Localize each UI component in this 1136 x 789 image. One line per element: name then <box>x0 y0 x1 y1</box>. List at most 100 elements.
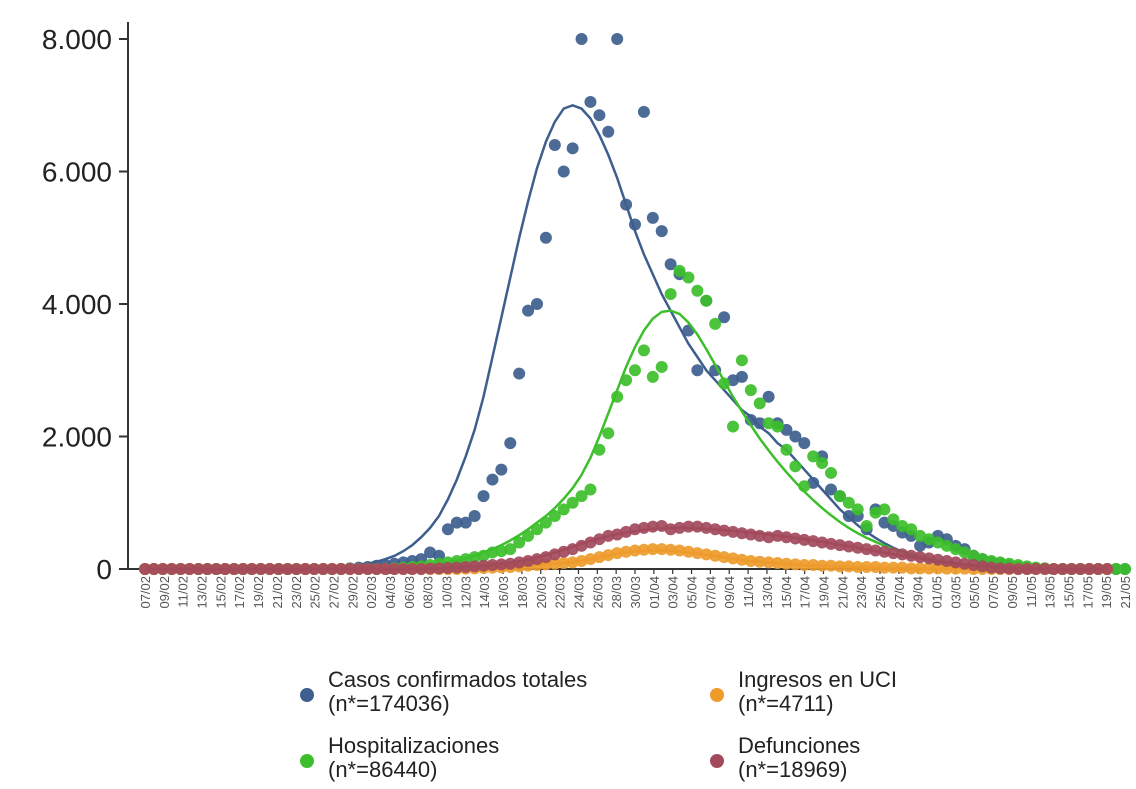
hospitalizaciones-point <box>655 360 668 373</box>
x-tick-label: 19/05 <box>1099 576 1114 609</box>
hospitalizaciones-point <box>878 503 891 516</box>
y-tick-label: 8.000 <box>42 24 112 55</box>
x-tick-label: 27/04 <box>892 576 907 609</box>
x-tick-label: 25/04 <box>873 576 888 609</box>
x-tick-label: 29/02 <box>345 576 360 609</box>
hospitalizaciones-point <box>548 510 561 522</box>
x-tick-label: 12/03 <box>458 576 473 609</box>
x-tick-label: 15/02 <box>213 576 228 609</box>
hospitalizaciones-point <box>851 503 864 516</box>
legend-marker-casos <box>300 688 314 702</box>
casos-confirmados-totales-point <box>575 33 588 45</box>
casos-confirmados-totales-point <box>584 95 597 108</box>
casos-confirmados-totales-point <box>798 437 811 450</box>
casos-confirmados-totales-point <box>593 109 606 122</box>
casos-confirmados-totales-point <box>789 430 802 443</box>
casos-confirmados-totales-point <box>611 33 624 45</box>
legend-label-hospitalizaciones: Hospitalizaciones <box>328 733 500 758</box>
hospitalizaciones-point <box>584 483 597 496</box>
casos-confirmados-totales-trend-line <box>145 103 1099 571</box>
hospitalizaciones-point <box>664 288 677 301</box>
hospitalizaciones-point <box>905 523 918 536</box>
x-tick-label: 15/04 <box>779 576 794 609</box>
hospitalizaciones-point <box>682 271 695 284</box>
x-tick-label: 19/02 <box>251 576 266 609</box>
hospitalizaciones-point <box>735 354 748 367</box>
hospitalizaciones-point <box>833 490 846 503</box>
legend-marker-uci <box>710 688 724 702</box>
x-tick-label: 30/03 <box>628 576 643 609</box>
hospitalizaciones-point <box>575 490 588 503</box>
x-tick-label: 15/05 <box>1061 576 1076 609</box>
casos-confirmados-totales-point <box>655 225 668 238</box>
hospitalizaciones-point <box>504 543 517 556</box>
casos-confirmados-totales-point <box>548 139 561 151</box>
x-tick-label: 11/04 <box>741 576 756 608</box>
x-tick-label: 14/03 <box>477 576 492 609</box>
legend-marker-hospitalizaciones <box>300 754 314 768</box>
casos-confirmados-totales-point <box>486 473 499 486</box>
ingresos-en-uci-point <box>646 543 659 556</box>
casos-confirmados-totales-point <box>664 258 677 271</box>
legend-n-casos: (n*=174036) <box>328 691 450 716</box>
legend-n-defunciones: (n*=18969) <box>738 757 848 782</box>
casos-confirmados-totales-point <box>762 390 775 403</box>
casos-confirmados-totales-point <box>513 367 526 380</box>
casos-confirmados-totales-point <box>522 304 535 317</box>
x-tick-label: 13/02 <box>195 576 210 609</box>
hospitalizaciones-point <box>860 519 873 532</box>
casos-confirmados-totales-point <box>709 364 722 377</box>
x-tick-label: 07/04 <box>703 576 718 609</box>
x-tick-label: 29/04 <box>911 576 926 609</box>
casos-confirmados-totales-point <box>718 311 731 324</box>
casos-confirmados-totales-point <box>531 298 543 310</box>
x-tick-label: 13/05 <box>1043 576 1058 609</box>
x-tick-label: 01/05 <box>930 576 945 609</box>
x-tick-label: 06/03 <box>402 576 417 609</box>
hospitalizaciones-point <box>522 529 535 542</box>
y-tick-label: 4.000 <box>42 289 112 320</box>
hospitalizaciones-point <box>1110 563 1123 575</box>
x-tick-label: 17/04 <box>798 576 813 609</box>
legend-n-hospitalizaciones: (n*=86440) <box>328 757 438 782</box>
hospitalizaciones-point <box>691 284 704 297</box>
casos-confirmados-totales-point <box>539 231 552 244</box>
x-tick-label: 28/03 <box>609 576 624 609</box>
hospitalizaciones-point <box>629 364 641 377</box>
x-tick-label: 17/05 <box>1080 576 1095 609</box>
casos-confirmados-totales-point <box>441 523 454 536</box>
defunciones-trend-line <box>145 526 1108 571</box>
x-tick-label: 17/02 <box>232 576 247 609</box>
x-tick-label: 09/02 <box>157 576 172 609</box>
hospitalizaciones-point <box>887 513 900 526</box>
hospitalizaciones-point <box>825 466 837 479</box>
hospitalizaciones-point <box>780 443 793 456</box>
hospitalizaciones-point <box>709 317 722 330</box>
defunciones-point <box>664 523 677 536</box>
x-tick-label: 23/02 <box>289 576 304 609</box>
legend: Casos confirmados totales (n*=174036) In… <box>300 668 1000 788</box>
hospitalizaciones-point <box>700 294 713 307</box>
hospitalizaciones-point <box>646 370 659 383</box>
x-tick-label: 26/03 <box>590 576 605 609</box>
y-tick-label: 0 <box>96 554 112 585</box>
hospitalizaciones-point <box>513 536 526 549</box>
hospitalizaciones-point <box>1119 563 1131 575</box>
x-tick-label: 08/03 <box>421 576 436 609</box>
x-tick-label: 10/03 <box>440 576 455 609</box>
x-tick-label: 07/02 <box>138 576 153 609</box>
casos-confirmados-totales-point <box>646 211 659 224</box>
legend-item-casos: Casos confirmados totales (n*=174036) <box>300 668 587 716</box>
casos-confirmados-totales-point <box>691 364 704 377</box>
x-tick-label: 20/03 <box>534 576 549 609</box>
hospitalizaciones-point <box>566 496 579 509</box>
x-tick-label: 21/02 <box>270 576 285 609</box>
x-tick-label: 11/05 <box>1024 576 1039 608</box>
casos-confirmados-totales-point <box>459 516 472 529</box>
hospitalizaciones-point <box>753 397 766 410</box>
x-tick-label: 05/05 <box>967 576 982 609</box>
ingresos-en-uci-point <box>655 543 668 556</box>
defunciones-point <box>682 520 695 533</box>
hospitalizaciones-point <box>602 427 615 440</box>
x-tick-label: 07/05 <box>986 576 1001 609</box>
